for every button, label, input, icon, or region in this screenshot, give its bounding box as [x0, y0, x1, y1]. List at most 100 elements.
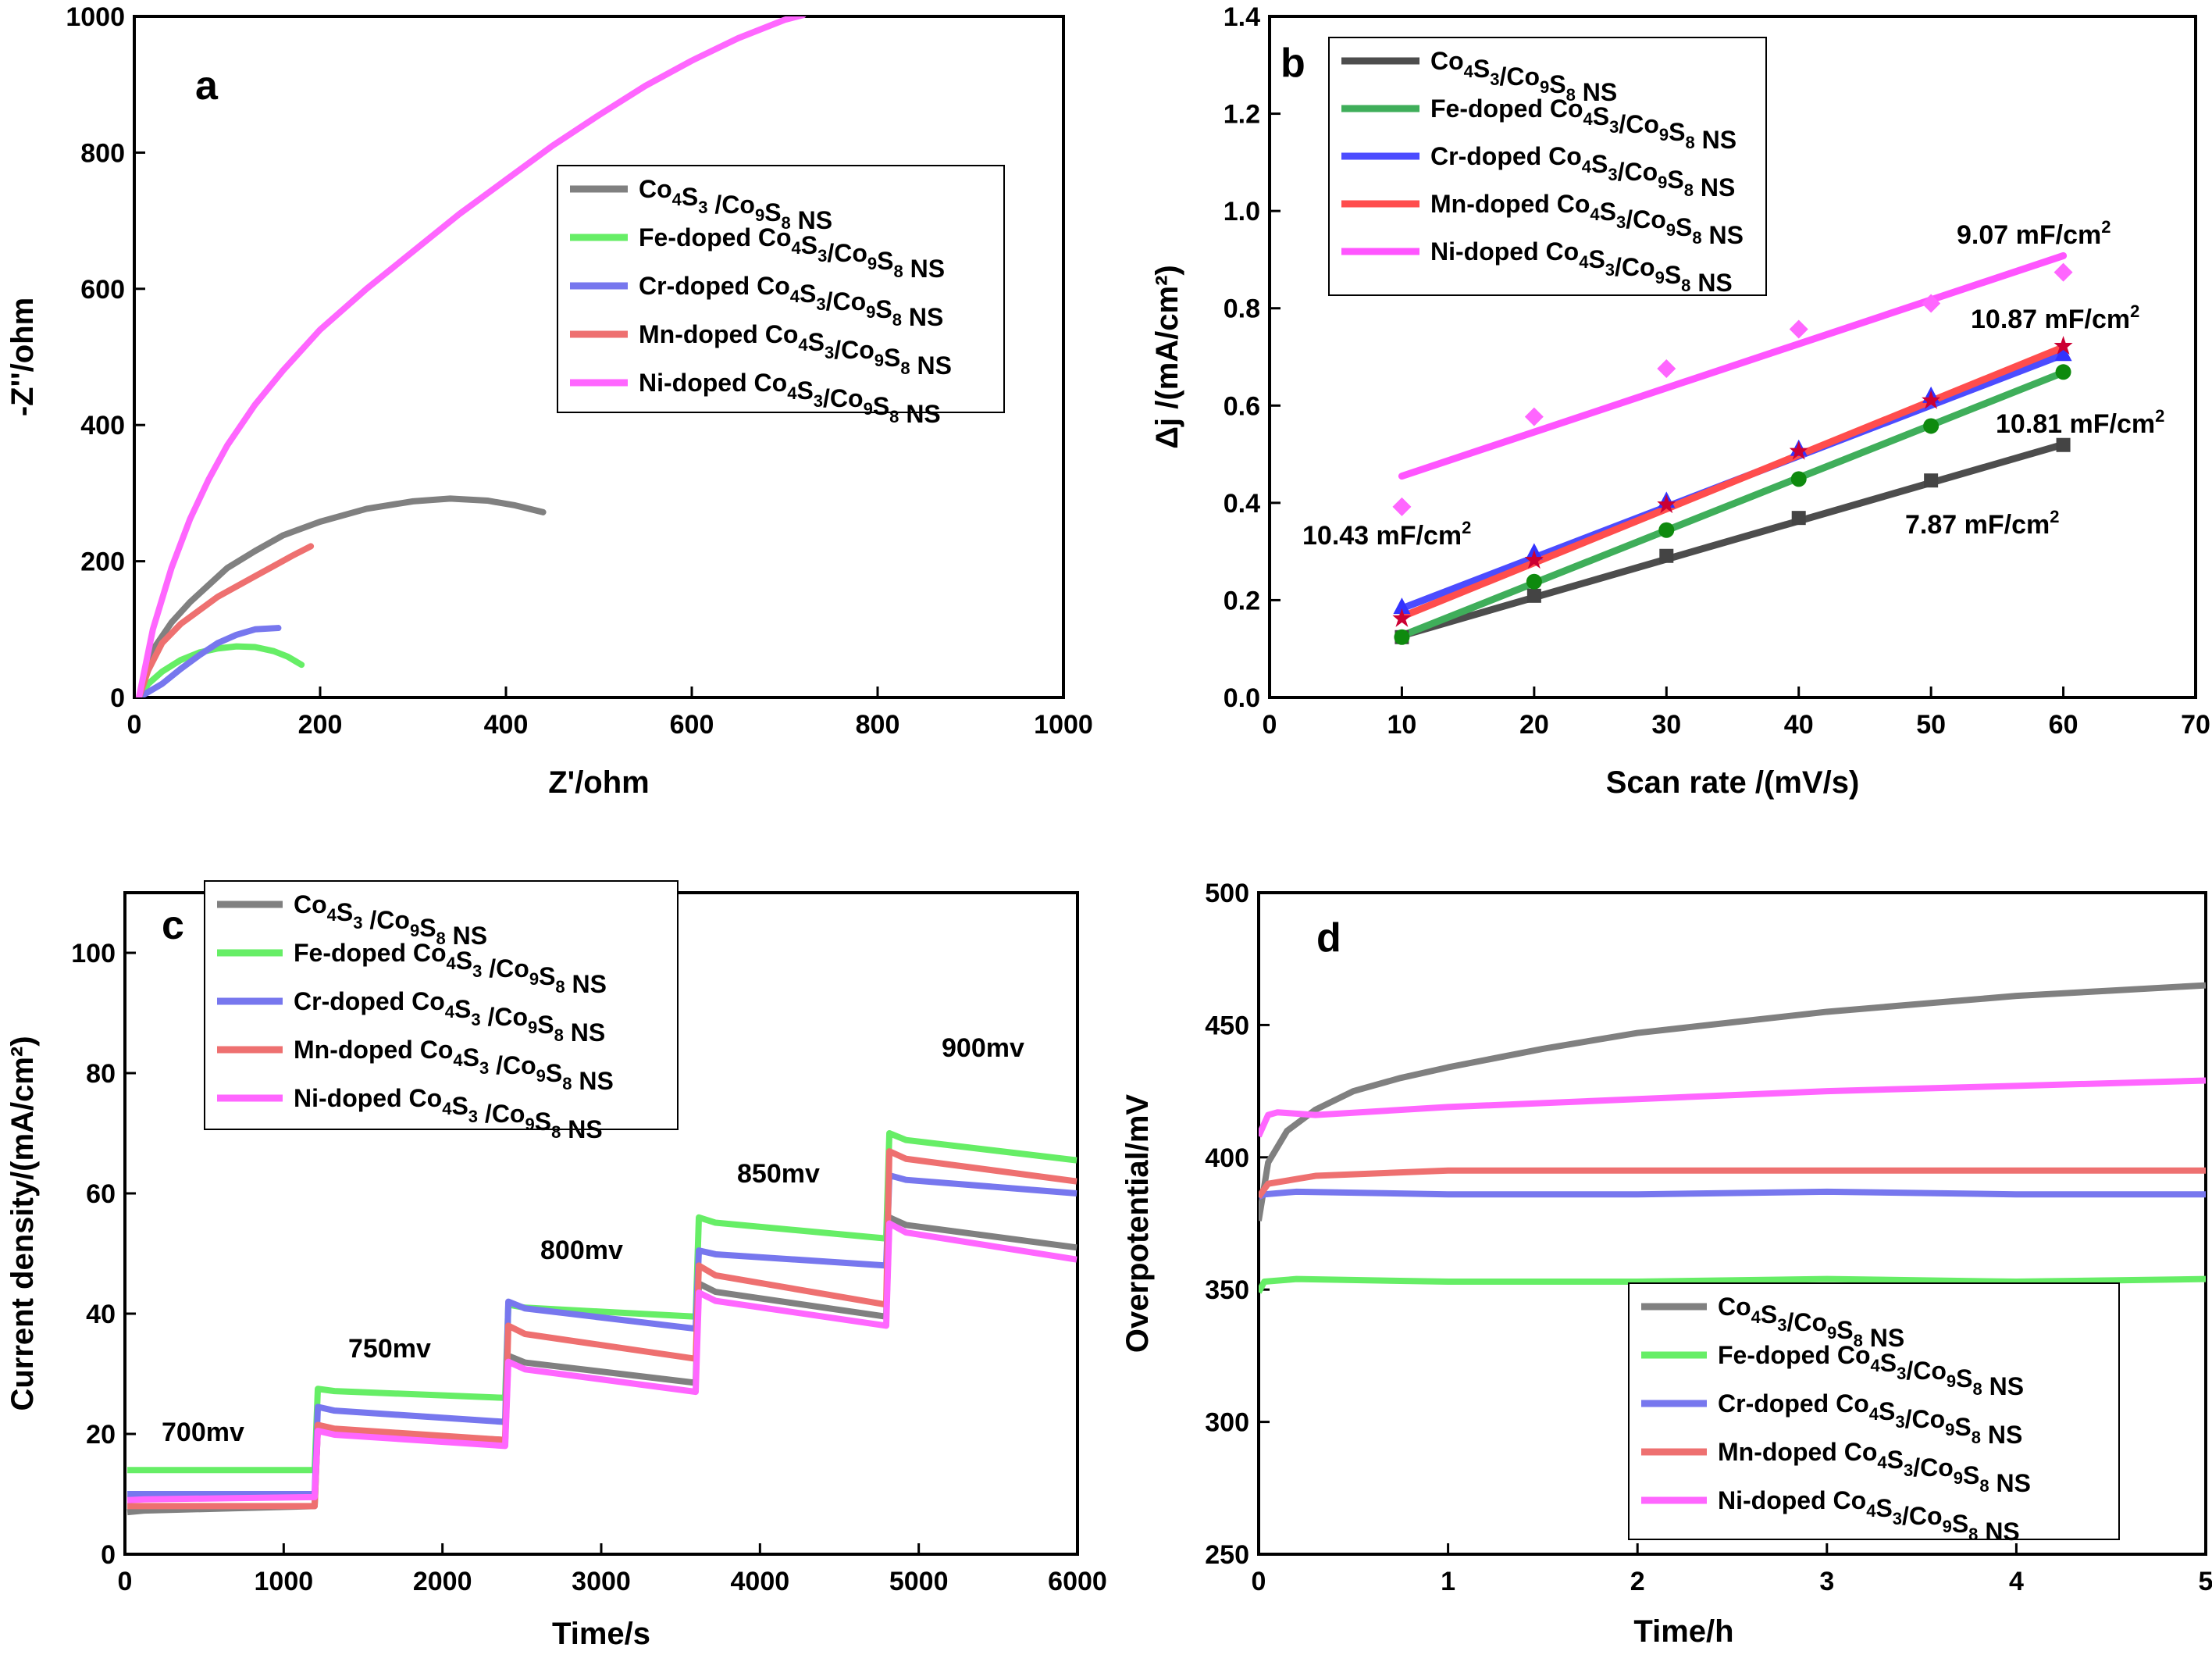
legend-subscript: 8 — [551, 1122, 561, 1142]
series-line — [1259, 1167, 2206, 1199]
legend-text-part: NS — [902, 303, 943, 331]
legend-text-part: S — [1875, 1494, 1892, 1522]
panel-letter: d — [1316, 915, 1341, 961]
data-point-diamond — [1789, 319, 1808, 339]
legend-subscript: 9 — [1655, 268, 1665, 287]
legend-subscript: 3 — [698, 198, 707, 217]
legend-entry: Fe-doped Co4S3/Co9S8 NS — [1718, 1341, 2024, 1400]
legend-text-part: S — [1954, 1413, 1971, 1441]
y-tick-label: 1000 — [66, 2, 125, 32]
legend-entry: Mn-doped Co4S3/Co9S8 NS — [1430, 190, 1744, 249]
legend-text-part: S — [800, 280, 816, 308]
data-point-square — [1526, 588, 1541, 603]
legend-text-part: S — [546, 1059, 562, 1087]
legend-text-part: /Co — [1619, 110, 1659, 138]
legend-subscript: 9 — [866, 302, 875, 322]
legend-subscript: 3 — [479, 1058, 489, 1078]
legend-text-part: Fe-doped Co — [1718, 1341, 1871, 1369]
legend-text-part: S — [1952, 1510, 1968, 1538]
legend-subscript: 8 — [1979, 1476, 1989, 1496]
fit-line — [1398, 344, 2068, 621]
legend-text-part: S — [1880, 1349, 1897, 1377]
legend-subscript: 8 — [889, 407, 899, 426]
plot-area — [126, 1130, 1078, 1516]
legend-box — [1628, 1282, 2120, 1540]
legend-subscript: 8 — [1854, 1331, 1863, 1350]
legend-text-part: S — [875, 295, 892, 323]
legend-subscript: 3 — [353, 913, 362, 933]
legend-subscript: 4 — [798, 335, 808, 355]
legend-text-part: S — [1669, 118, 1685, 146]
data-point-circle — [1790, 471, 1807, 487]
step-label: 750mv — [348, 1334, 431, 1364]
slope-value: 7.87 mF/cm — [1905, 510, 2050, 540]
x-tick-label: 200 — [298, 710, 343, 740]
legend-subscript: 3 — [1609, 117, 1619, 137]
plot-frame — [133, 15, 1065, 699]
x-tick-label: 1 — [1441, 1567, 1455, 1596]
series-line — [1259, 1275, 2206, 1294]
legend-subscript: 9 — [1947, 1371, 1956, 1391]
legend-subscript: 8 — [1566, 85, 1576, 105]
legend-text-part: Ni-doped Co — [1430, 237, 1579, 266]
legend-text-part: /Co — [1618, 158, 1658, 186]
legend-text-part: S — [764, 198, 781, 226]
data-point-star — [2053, 336, 2073, 355]
data-point-square — [1924, 473, 1939, 488]
legend-text-part: /Co — [823, 384, 864, 412]
legend-text-part: Ni-doped Co — [1718, 1486, 1866, 1514]
series-line — [1259, 1077, 2206, 1138]
y-tick-label: 0.4 — [1224, 489, 1260, 519]
step-label: 900mv — [942, 1033, 1024, 1063]
slope-annotation: 9.07 mF/cm2 — [1957, 217, 2110, 250]
legend-subscript: 3 — [1893, 1509, 1902, 1528]
x-tick-label: 10 — [1387, 710, 1417, 740]
y-tick-label: 0.2 — [1224, 586, 1260, 615]
x-tick-label: 400 — [484, 710, 529, 740]
legend-subscript: 9 — [1827, 1323, 1836, 1343]
legend-entry: Ni-doped Co4S3/Co9S8 NS — [1430, 237, 1733, 297]
legend-text-part: S — [1761, 1300, 1777, 1329]
legend-text-part: /Co — [826, 287, 867, 316]
plot-area — [1259, 982, 2206, 1294]
legend-entry: Co4S3/Co9S8 NS — [1718, 1293, 1904, 1352]
data-point-star — [1524, 550, 1544, 569]
series-line — [135, 543, 315, 697]
legend-text-part: S — [801, 231, 817, 259]
data-point-triangle — [2054, 344, 2072, 362]
legend-text-part: /Co — [489, 1051, 536, 1079]
legend-text-part: NS — [1694, 173, 1735, 202]
legend-text-part: NS — [903, 255, 945, 283]
panel-letter: c — [162, 903, 184, 948]
legend-text-part: /Co — [1787, 1308, 1828, 1336]
legend-entry: Mn-doped Co4S3/Co9S8 NS — [1718, 1438, 2031, 1497]
data-point-diamond — [1922, 294, 1941, 313]
legend-text-part: S — [1956, 1364, 1972, 1393]
legend-subscript: 9 — [867, 254, 877, 273]
legend-text-part: S — [451, 1092, 468, 1120]
legend-text-part: S — [535, 1107, 551, 1136]
legend-entry: Fe-doped Co4S3/Co9S8 NS — [639, 223, 945, 283]
legend-subscript: 4 — [1869, 1404, 1879, 1424]
legend-subscript: 3 — [1897, 1364, 1906, 1383]
legend-subscript: 3 — [468, 1107, 478, 1126]
slope-annotation: 10.43 mF/cm2 — [1302, 518, 1471, 551]
step-label: 850mv — [737, 1159, 820, 1189]
y-tick-label: 0.8 — [1224, 294, 1260, 324]
legend-subscript: 9 — [1540, 77, 1549, 97]
legend-text-part: S — [682, 183, 698, 211]
legend-subscript: 3 — [1490, 70, 1499, 89]
legend-text-part: S — [1836, 1316, 1853, 1344]
slope-exponent: 2 — [2130, 301, 2139, 321]
legend-subscript: 3 — [1616, 212, 1626, 232]
legend-text-part: S — [1879, 1397, 1895, 1425]
x-axis-label: Scan rate /(mV/s) — [1606, 765, 1860, 800]
y-tick-label: 1.2 — [1224, 100, 1260, 130]
legend-text-part: S — [877, 247, 893, 275]
y-tick-label: 300 — [1205, 1408, 1249, 1438]
x-tick-label: 0 — [1263, 710, 1277, 740]
legend-text-part: /Co — [834, 336, 874, 364]
legend-text-part: S — [454, 995, 471, 1023]
legend-text-part: NS — [564, 1018, 605, 1047]
